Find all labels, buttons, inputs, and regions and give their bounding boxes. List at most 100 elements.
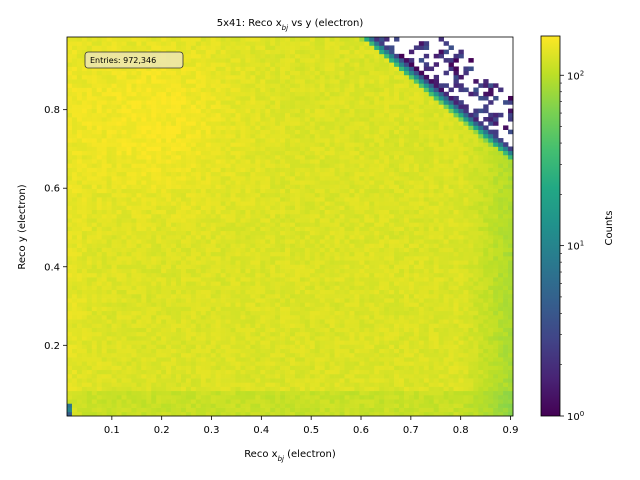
heatmap-cell xyxy=(225,74,231,80)
heatmap-cell xyxy=(180,205,187,210)
heatmap-cell xyxy=(314,49,321,55)
heatmap-cell xyxy=(240,411,246,417)
heatmap-cell xyxy=(225,117,231,122)
heatmap-cell xyxy=(161,411,167,417)
heatmap-cell xyxy=(205,302,212,307)
heatmap-cell xyxy=(96,125,103,130)
heatmap-cell xyxy=(126,222,132,227)
heatmap-cell xyxy=(230,79,236,84)
heatmap-cell xyxy=(96,264,103,269)
heatmap-cell xyxy=(245,365,251,371)
heatmap-cell xyxy=(210,167,217,173)
heatmap-cell xyxy=(275,83,281,88)
heatmap-cell xyxy=(309,201,316,206)
heatmap-cell xyxy=(67,277,73,282)
heatmap-cell xyxy=(220,201,226,206)
heatmap-cell xyxy=(81,87,88,93)
heatmap-cell xyxy=(225,289,231,295)
heatmap-cell xyxy=(126,117,132,122)
heatmap-cell xyxy=(195,365,202,371)
heatmap-cell xyxy=(280,125,286,130)
heatmap-cell xyxy=(280,104,286,109)
heatmap-cell xyxy=(131,167,137,173)
heatmap-cell xyxy=(67,70,73,76)
heatmap-cell xyxy=(245,37,251,42)
heatmap-cell xyxy=(151,331,157,337)
heatmap-cell xyxy=(250,247,256,253)
heatmap-cell xyxy=(304,175,311,181)
heatmap-cell xyxy=(255,361,261,366)
heatmap-cell xyxy=(185,163,192,168)
heatmap-cell xyxy=(176,390,182,396)
heatmap-cell xyxy=(299,146,306,152)
heatmap-cell xyxy=(126,125,132,130)
heatmap-cell xyxy=(275,239,281,244)
heatmap-cell xyxy=(299,41,306,46)
heatmap-cell xyxy=(101,264,107,269)
heatmap-cell xyxy=(319,62,326,67)
heatmap-cell xyxy=(304,45,311,50)
heatmap-cell xyxy=(240,146,246,152)
heatmap-cell xyxy=(126,255,132,261)
heatmap-cell xyxy=(136,167,142,173)
heatmap-cell xyxy=(260,226,266,232)
heatmap-cell xyxy=(309,188,316,194)
heatmap-cell xyxy=(240,361,246,366)
heatmap-cell xyxy=(304,348,311,354)
heatmap-cell xyxy=(215,129,221,135)
heatmap-cell xyxy=(329,272,335,278)
heatmap-cell xyxy=(111,314,117,320)
heatmap-cell xyxy=(180,154,187,160)
heatmap-cell xyxy=(324,327,330,333)
heatmap-cell xyxy=(156,95,162,101)
heatmap-cell xyxy=(309,365,316,371)
heatmap-cell xyxy=(334,255,340,261)
heatmap-cell xyxy=(141,306,147,312)
heatmap-cell xyxy=(230,348,236,354)
heatmap-cell xyxy=(101,218,107,223)
heatmap-cell xyxy=(171,100,177,105)
heatmap-cell xyxy=(180,83,187,88)
heatmap-cell xyxy=(126,251,132,257)
heatmap-cell xyxy=(334,361,340,366)
heatmap-cell xyxy=(91,83,98,88)
heatmap-cell xyxy=(106,213,112,219)
heatmap-cell xyxy=(81,268,88,274)
heatmap-cell xyxy=(280,205,286,210)
heatmap-cell xyxy=(111,407,117,413)
heatmap-cell xyxy=(270,218,276,223)
heatmap-cell xyxy=(195,298,202,303)
heatmap-cell xyxy=(230,226,236,232)
heatmap-cell xyxy=(290,175,296,181)
heatmap-cell xyxy=(126,335,132,341)
heatmap-cell xyxy=(131,150,137,156)
heatmap-cell xyxy=(334,171,340,177)
heatmap-cell xyxy=(67,171,73,177)
heatmap-cell xyxy=(265,150,271,156)
heatmap-cell xyxy=(81,335,88,341)
heatmap-cell xyxy=(106,310,112,316)
heatmap-cell xyxy=(185,285,192,291)
heatmap-cell xyxy=(225,108,231,114)
heatmap-cell xyxy=(121,184,127,189)
heatmap-cell xyxy=(260,125,266,130)
heatmap-cell xyxy=(76,340,83,345)
heatmap-cell xyxy=(215,357,221,362)
heatmap-cell xyxy=(76,373,83,379)
heatmap-cell xyxy=(190,129,197,135)
heatmap-cell xyxy=(290,293,296,299)
heatmap-cell xyxy=(314,327,321,333)
heatmap-cell xyxy=(171,222,177,227)
heatmap-cell xyxy=(71,167,78,173)
heatmap-cell xyxy=(166,298,172,303)
heatmap-cell xyxy=(230,213,236,219)
heatmap-cell xyxy=(270,184,276,189)
heatmap-cell xyxy=(106,239,112,244)
heatmap-cell xyxy=(230,285,236,291)
heatmap-cell xyxy=(136,83,142,88)
heatmap-cell xyxy=(275,95,281,101)
heatmap-cell xyxy=(180,319,187,324)
heatmap-cell xyxy=(101,272,107,278)
heatmap-cell xyxy=(329,306,335,312)
heatmap-cell xyxy=(290,209,296,215)
